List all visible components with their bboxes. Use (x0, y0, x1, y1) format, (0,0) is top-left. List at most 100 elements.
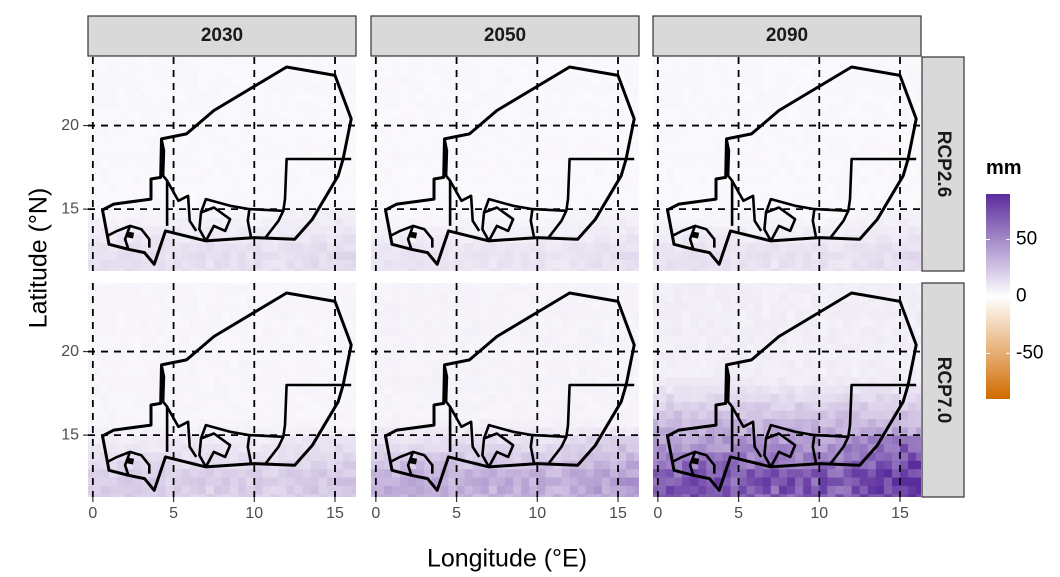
region-boundary (246, 208, 253, 238)
heatmap-cell (593, 133, 603, 143)
heatmap-cell (440, 426, 450, 436)
heatmap-cell (529, 92, 538, 102)
heatmap-cell (827, 217, 837, 227)
heatmap-cell (391, 259, 401, 269)
heatmap-cell (88, 133, 94, 143)
heatmap-cell (335, 125, 344, 135)
heatmap-cell (577, 83, 587, 93)
heatmap-cell (254, 67, 263, 76)
heatmap-cell (133, 401, 142, 411)
heatmap-cell (626, 184, 635, 194)
heatmap-cell (626, 267, 635, 271)
heatmap-cell (665, 167, 675, 177)
heatmap-cell (883, 125, 893, 135)
heatmap-cell (609, 117, 619, 127)
heatmap-cell (545, 334, 555, 344)
heatmap-cell (141, 460, 150, 470)
heatmap-cell (601, 92, 611, 102)
heatmap-cell (778, 242, 788, 252)
heatmap-cell (537, 283, 546, 286)
heatmap-cell (521, 410, 530, 420)
heatmap-cell (326, 58, 336, 68)
heatmap-cell (254, 259, 263, 269)
heatmap-cell (343, 284, 352, 294)
heatmap-cell (593, 57, 603, 60)
heatmap-cell (286, 142, 296, 152)
heatmap-cell (440, 100, 450, 110)
heatmap-cell (326, 225, 336, 235)
heatmap-cell (92, 242, 102, 252)
heatmap-cell (577, 351, 587, 361)
heatmap-cell (222, 83, 231, 93)
heatmap-cell (577, 401, 587, 411)
heatmap-cell (657, 284, 667, 294)
heatmap-cell (803, 83, 812, 93)
heatmap-cell (318, 460, 328, 470)
heatmap-cell (803, 200, 812, 210)
heatmap-cell (100, 75, 110, 85)
heatmap-cell (673, 318, 683, 328)
heatmap-cell (371, 57, 377, 60)
heatmap-cell (400, 334, 409, 344)
heatmap-cell (609, 158, 619, 168)
heatmap-cell (496, 184, 506, 194)
heatmap-cell (626, 283, 635, 286)
heatmap-cell (92, 359, 102, 369)
region-boundary (730, 180, 763, 232)
heatmap-cell (653, 460, 659, 470)
heatmap-cell (529, 184, 538, 194)
heatmap-cell (851, 125, 861, 135)
heatmap-cell (657, 92, 667, 102)
heatmap-cell (254, 343, 263, 353)
heatmap-cell (706, 351, 715, 361)
heatmap-cell (205, 426, 215, 436)
heatmap-cell (585, 234, 595, 244)
heatmap-cell (448, 309, 458, 319)
heatmap-cell (601, 359, 611, 369)
heatmap-cell (149, 92, 159, 102)
heatmap-cell (149, 225, 159, 235)
heatmap-cell (440, 334, 450, 344)
heatmap-cell (278, 468, 288, 478)
heatmap-cell (859, 250, 869, 260)
heatmap-cell (464, 284, 474, 294)
heatmap-cell (529, 209, 538, 219)
heatmap-cell (553, 468, 563, 478)
heatmap-cell (690, 493, 699, 497)
heatmap-cell (343, 334, 352, 344)
heatmap-cell (165, 343, 175, 353)
heatmap-cell (464, 108, 474, 118)
heatmap-cell (254, 217, 263, 227)
heatmap-cell (722, 426, 732, 436)
heatmap-cell (416, 418, 425, 428)
heatmap-cell (626, 242, 635, 252)
region-boundary (199, 157, 352, 213)
heatmap-cell (561, 158, 571, 168)
heatmap-cell (149, 234, 159, 244)
heatmap-cell (778, 108, 788, 118)
heatmap-cell (383, 284, 393, 294)
heatmap-cell (730, 493, 740, 497)
heatmap-cell (673, 175, 683, 185)
heatmap-cell (181, 301, 191, 311)
heatmap-cell (400, 217, 409, 227)
heatmap-cell (343, 451, 352, 461)
heatmap-cell (205, 57, 215, 60)
heatmap-cell (569, 108, 579, 118)
heatmap-cell (706, 485, 715, 495)
heatmap-cell (318, 217, 328, 227)
heatmap-cell (851, 58, 861, 68)
heatmap-cell (254, 133, 263, 143)
heatmap-cell (294, 343, 304, 353)
heatmap-cell (318, 293, 328, 302)
heatmap-cell (730, 100, 740, 110)
heatmap-cell (440, 242, 450, 252)
heatmap-cell (278, 142, 288, 152)
heatmap-cell (416, 485, 425, 495)
heatmap-cell (472, 217, 482, 227)
heatmap-cell (835, 158, 845, 168)
heatmap-cell (424, 117, 433, 127)
heatmap-cell (778, 184, 788, 194)
heatmap-cell (230, 343, 239, 353)
heatmap-cell (270, 359, 280, 369)
